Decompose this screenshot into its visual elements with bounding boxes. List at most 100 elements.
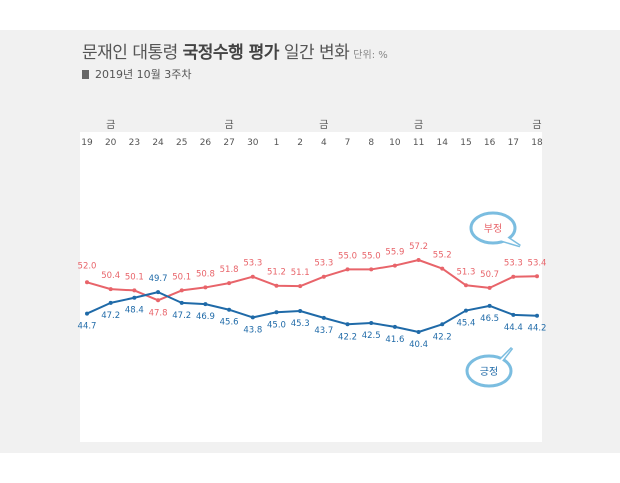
data-label-negative: 55.0 — [362, 251, 381, 261]
data-label-positive: 42.2 — [433, 332, 452, 342]
data-label-positive: 41.6 — [385, 335, 404, 345]
friday-mark: 금 — [106, 119, 115, 131]
negative-bubble — [469, 211, 517, 245]
friday-mark: 금 — [532, 119, 541, 131]
title-prefix: 문재인 대통령 — [82, 43, 183, 63]
x-tick-label: 19 — [81, 138, 93, 148]
x-tick-label: 16 — [484, 138, 496, 148]
series-line-positive — [86, 291, 538, 333]
x-tick-label: 10 — [389, 138, 401, 148]
data-point-positive — [274, 310, 279, 315]
data-label-positive: 49.7 — [149, 274, 168, 284]
data-label-negative: 51.8 — [220, 265, 239, 275]
data-label-negative: 55.9 — [385, 248, 404, 258]
x-tick-label: 27 — [223, 138, 234, 148]
data-label-negative: 52.0 — [78, 261, 97, 271]
data-point-positive — [298, 309, 303, 313]
positive-bubble-label: 긍정 — [480, 366, 498, 378]
data-label-positive: 48.4 — [125, 306, 144, 316]
data-label-negative: 53.3 — [314, 259, 333, 269]
title-suffix: 일간 변화 — [278, 43, 350, 63]
x-tick-label: 2 — [297, 138, 303, 148]
x-tick-label: 14 — [437, 138, 449, 148]
data-point-positive — [511, 312, 516, 317]
subtitle-text: 2019년 10월 3주차 — [95, 68, 192, 81]
data-label-negative: 50.4 — [101, 271, 120, 281]
x-tick-label: 30 — [247, 138, 259, 148]
data-point-negative — [298, 284, 303, 289]
data-label-negative: 47.8 — [149, 308, 168, 318]
data-point-positive — [440, 322, 445, 327]
friday-mark: 금 — [414, 119, 423, 131]
data-point-negative — [487, 285, 492, 290]
data-point-positive — [203, 302, 208, 307]
data-point-positive — [108, 300, 113, 305]
bullet-square — [82, 70, 89, 79]
data-point-positive — [487, 303, 492, 308]
data-point-positive — [463, 308, 468, 313]
data-point-positive — [345, 322, 350, 327]
data-point-positive — [85, 311, 89, 316]
friday-mark: 금 — [319, 119, 328, 131]
data-label-negative: 51.1 — [291, 268, 310, 278]
data-label-positive: 45.6 — [220, 318, 239, 328]
unit-label: 단위: % — [353, 50, 388, 61]
data-label-positive: 46.5 — [480, 314, 499, 324]
data-label-negative: 50.7 — [480, 270, 499, 280]
x-tick-label: 15 — [460, 138, 471, 148]
data-point-negative — [369, 267, 374, 272]
data-point-positive — [132, 295, 137, 300]
data-label-negative: 57.2 — [409, 242, 428, 252]
data-label-positive: 45.0 — [267, 320, 286, 330]
data-point-negative — [156, 298, 161, 303]
data-point-negative — [463, 283, 468, 288]
x-tick-label: 1 — [274, 138, 280, 148]
x-tick-label: 4 — [321, 138, 327, 148]
data-label-positive: 47.2 — [172, 311, 191, 321]
negative-bubble-tail-fill — [500, 236, 520, 246]
data-label-positive: 45.4 — [456, 319, 475, 329]
data-point-negative — [392, 263, 397, 268]
data-point-positive — [416, 330, 421, 334]
data-label-positive: 44.4 — [504, 323, 523, 333]
data-label-negative: 51.2 — [267, 268, 286, 278]
data-point-positive — [369, 321, 374, 325]
data-label-positive: 42.5 — [362, 331, 381, 341]
data-label-negative: 50.1 — [172, 272, 191, 282]
data-point-negative — [416, 258, 421, 262]
x-tick-label: 11 — [413, 138, 424, 148]
data-point-negative — [132, 288, 137, 293]
data-label-positive: 44.7 — [78, 322, 97, 332]
chart-title: 문재인 대통령 국정수행 평가 일간 변화 단위: % — [82, 38, 388, 63]
data-point-positive — [179, 300, 184, 305]
data-label-negative: 51.3 — [456, 267, 475, 277]
data-point-negative — [250, 274, 255, 279]
x-tick-label: 26 — [200, 138, 212, 148]
data-point-negative — [345, 267, 350, 272]
data-label-positive: 47.2 — [101, 311, 120, 321]
title-highlight: 국정수행 평가 — [182, 43, 280, 63]
series-line-negative — [86, 259, 538, 302]
data-point-negative — [203, 285, 208, 290]
data-point-positive — [392, 324, 397, 329]
data-point-negative — [321, 274, 326, 279]
data-point-negative — [440, 266, 445, 271]
x-tick-label: 18 — [531, 138, 543, 148]
data-point-negative — [179, 288, 184, 293]
data-label-positive: 43.8 — [243, 325, 262, 335]
data-label-positive: 42.2 — [338, 332, 357, 342]
data-point-negative — [274, 283, 279, 288]
data-label-negative: 50.8 — [196, 269, 215, 279]
x-tick-label: 24 — [152, 138, 164, 148]
chart-subtitle: 2019년 10월 3주차 — [82, 66, 191, 82]
data-label-negative: 53.3 — [504, 259, 523, 269]
data-label-negative: 53.4 — [528, 258, 547, 268]
data-point-positive — [227, 307, 232, 312]
data-label-negative: 55.2 — [433, 251, 452, 261]
negative-bubble-label: 부정 — [484, 223, 502, 235]
data-label-positive: 44.2 — [528, 324, 547, 334]
data-point-positive — [535, 313, 539, 318]
x-tick-label: 23 — [129, 138, 140, 148]
